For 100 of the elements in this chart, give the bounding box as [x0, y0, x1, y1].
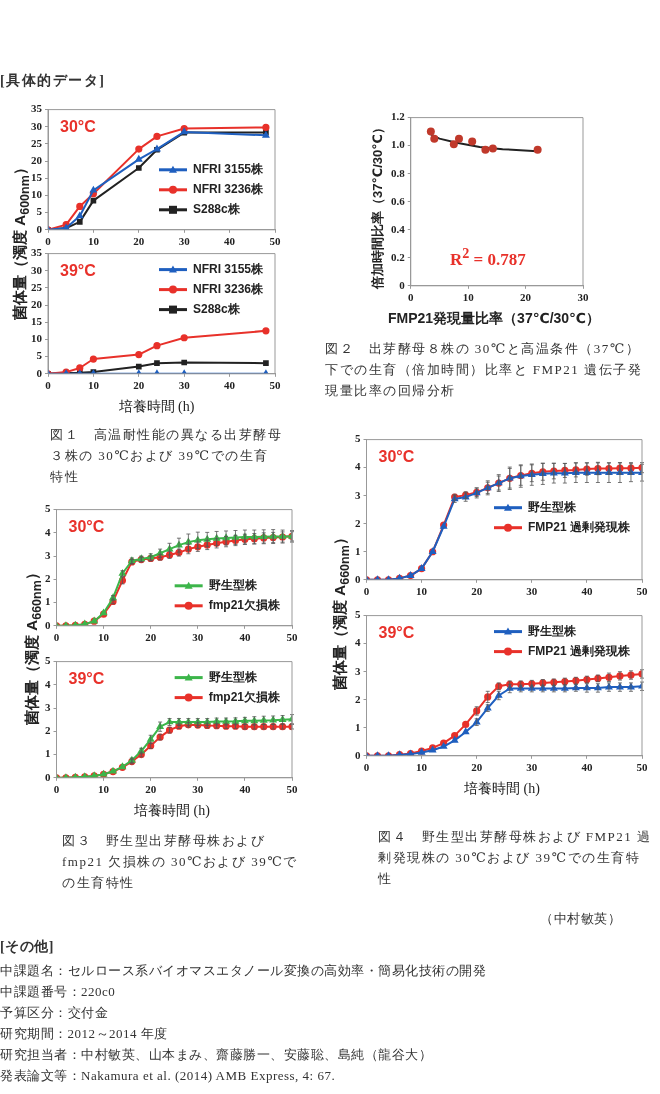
x-tick-label: 10: [462, 291, 475, 304]
y-tick-label: 10: [31, 332, 43, 345]
legend-label: S288c株: [192, 202, 241, 217]
x-tick-label: 0: [363, 761, 370, 774]
x-axis-title: FMP21発現量比率（37℃/30℃）: [388, 310, 601, 328]
y-tick-label: 1: [355, 544, 361, 557]
y-tick-label: 1: [355, 720, 361, 733]
y-tick-label: 3: [45, 548, 51, 561]
y-tick-label: 0: [355, 572, 361, 585]
y-tick-label: 5: [45, 502, 51, 515]
x-tick-label: 30: [526, 761, 538, 774]
x-tick-label: 10: [416, 585, 428, 598]
y-tick-label: 0: [36, 222, 43, 235]
y-tick-label: 5: [36, 349, 43, 362]
y-tick-label: 35: [31, 102, 43, 115]
caption: 図２ 出芽酵母８株の 30℃と高温条件（37℃）下での生育（倍加時間）比率と FMP21 遺伝子発現量比率の回帰分析: [325, 340, 644, 400]
text: 研究期間：2012～2014 年度: [0, 1025, 168, 1043]
text: 予算区分：交付金: [0, 1004, 108, 1022]
y-tick-label: 20: [31, 153, 43, 166]
x-tick-label: 30: [178, 379, 191, 392]
x-tick-label: 30: [192, 783, 204, 796]
x-tick-label: 30: [526, 585, 538, 598]
x-tick-label: 50: [269, 235, 281, 248]
y-tick-label: 5: [45, 654, 51, 667]
legend-label: NFRI 3155株: [192, 162, 264, 177]
y-tick-label: 3: [355, 664, 361, 677]
y-tick-label: 10: [31, 188, 43, 201]
y-tick-label: 0: [36, 366, 43, 379]
text: 発表論文等：Nakamura et al. (2014) AMB Express, 4: 67.: [0, 1067, 336, 1085]
legend-label: FMP21 過剰発現株: [527, 643, 631, 658]
legend-label: 野生型株: [208, 578, 258, 593]
y-tick-label: 0.8: [391, 166, 406, 179]
legend-label: FMP21 過剰発現株: [527, 520, 631, 535]
x-tick-label: 20: [133, 379, 145, 392]
y-tick-label: 25: [31, 280, 43, 293]
text: 30°C: [60, 118, 97, 136]
x-tick-label: 20: [145, 783, 157, 796]
x-tick-label: 0: [408, 291, 414, 304]
legend-label: fmp21欠損株: [208, 689, 281, 704]
legend-label: NFRI 3236株: [192, 182, 264, 197]
y-tick-label: 5: [36, 205, 43, 218]
text: 中課題名：セルロース系バイオマスエタノール変換の高効率・簡易化技術の開発: [0, 962, 486, 980]
caption: 図１ 高温耐性能の異なる出芽酵母３株の 30℃および 39℃での生育特性: [50, 426, 282, 486]
x-tick-label: 50: [286, 783, 298, 796]
x-tick-label: 50: [636, 585, 648, 598]
text: [具体的データ]: [0, 72, 107, 90]
legend-label: 野生型株: [527, 500, 577, 515]
y-tick-label: 4: [45, 677, 51, 690]
y-tick-label: 30: [31, 119, 43, 132]
y-tick-label: 3: [355, 488, 361, 501]
x-tick-label: 40: [224, 379, 236, 392]
y-tick-label: 25: [31, 136, 43, 149]
x-tick-label: 20: [133, 235, 145, 248]
caption: 図３ 野生型出芽酵母株および fmp21 欠損株の 30℃および 39℃での生育特性: [62, 832, 299, 892]
text: 中課題番号：220c0: [0, 983, 116, 1001]
text: 30°C: [378, 448, 415, 466]
x-tick-label: 40: [239, 783, 251, 796]
x-axis-title: 培養時間 (h): [117, 398, 196, 416]
y-axis-title: 倍加時間比率（37℃/30℃）: [369, 120, 386, 292]
x-tick-label: 0: [53, 783, 60, 796]
y-tick-label: 0: [45, 618, 51, 631]
x-axis-title: 培養時間 (h): [463, 780, 541, 798]
legend-label: NFRI 3155株: [192, 261, 264, 276]
x-axis-title: 培養時間 (h): [133, 802, 211, 820]
x-tick-label: 20: [471, 585, 483, 598]
y-tick-label: 35: [31, 246, 43, 259]
text: 30°C: [68, 518, 105, 536]
y-tick-label: 1: [45, 747, 51, 760]
y-tick-label: 4: [355, 636, 361, 649]
legend-label: fmp21欠損株: [208, 598, 281, 613]
y-tick-label: 1.0: [391, 138, 406, 151]
text: [その他]: [0, 938, 54, 956]
legend-label: NFRI 3236株: [192, 281, 264, 296]
text: 39°C: [68, 670, 105, 688]
y-tick-label: 0.6: [391, 194, 406, 207]
x-tick-label: 50: [269, 379, 281, 392]
x-tick-label: 30: [192, 631, 204, 644]
x-tick-label: 40: [224, 235, 236, 248]
y-tick-label: 0.2: [391, 250, 406, 263]
y-tick-label: 0: [45, 770, 51, 783]
legend-label: S288c株: [192, 301, 241, 316]
y-tick-label: 0: [355, 748, 361, 761]
y-tick-label: 15: [31, 171, 43, 184]
y-tick-label: 15: [31, 315, 43, 328]
y-tick-label: 30: [31, 263, 43, 276]
y-tick-label: 0.4: [391, 222, 406, 235]
y-tick-label: 4: [45, 525, 51, 538]
x-tick-label: 10: [87, 379, 100, 392]
text: 研究担当者：中村敏英、山本まみ、齋藤勝一、安藤聡、島純（龍谷大）: [0, 1046, 432, 1064]
y-tick-label: 5: [355, 432, 361, 445]
x-tick-label: 10: [98, 631, 110, 644]
x-tick-label: 10: [416, 761, 428, 774]
x-tick-label: 20: [520, 291, 532, 304]
y-tick-label: 2: [355, 516, 361, 529]
x-tick-label: 40: [581, 585, 593, 598]
x-tick-label: 20: [471, 761, 483, 774]
y-tick-label: 1.2: [391, 110, 406, 123]
text: 39°C: [378, 624, 415, 642]
y-tick-label: 4: [355, 460, 361, 473]
caption: 図４ 野生型出芽酵母株および FMP21 過剰発現株の 30℃および 39℃での生育特性: [378, 828, 653, 888]
